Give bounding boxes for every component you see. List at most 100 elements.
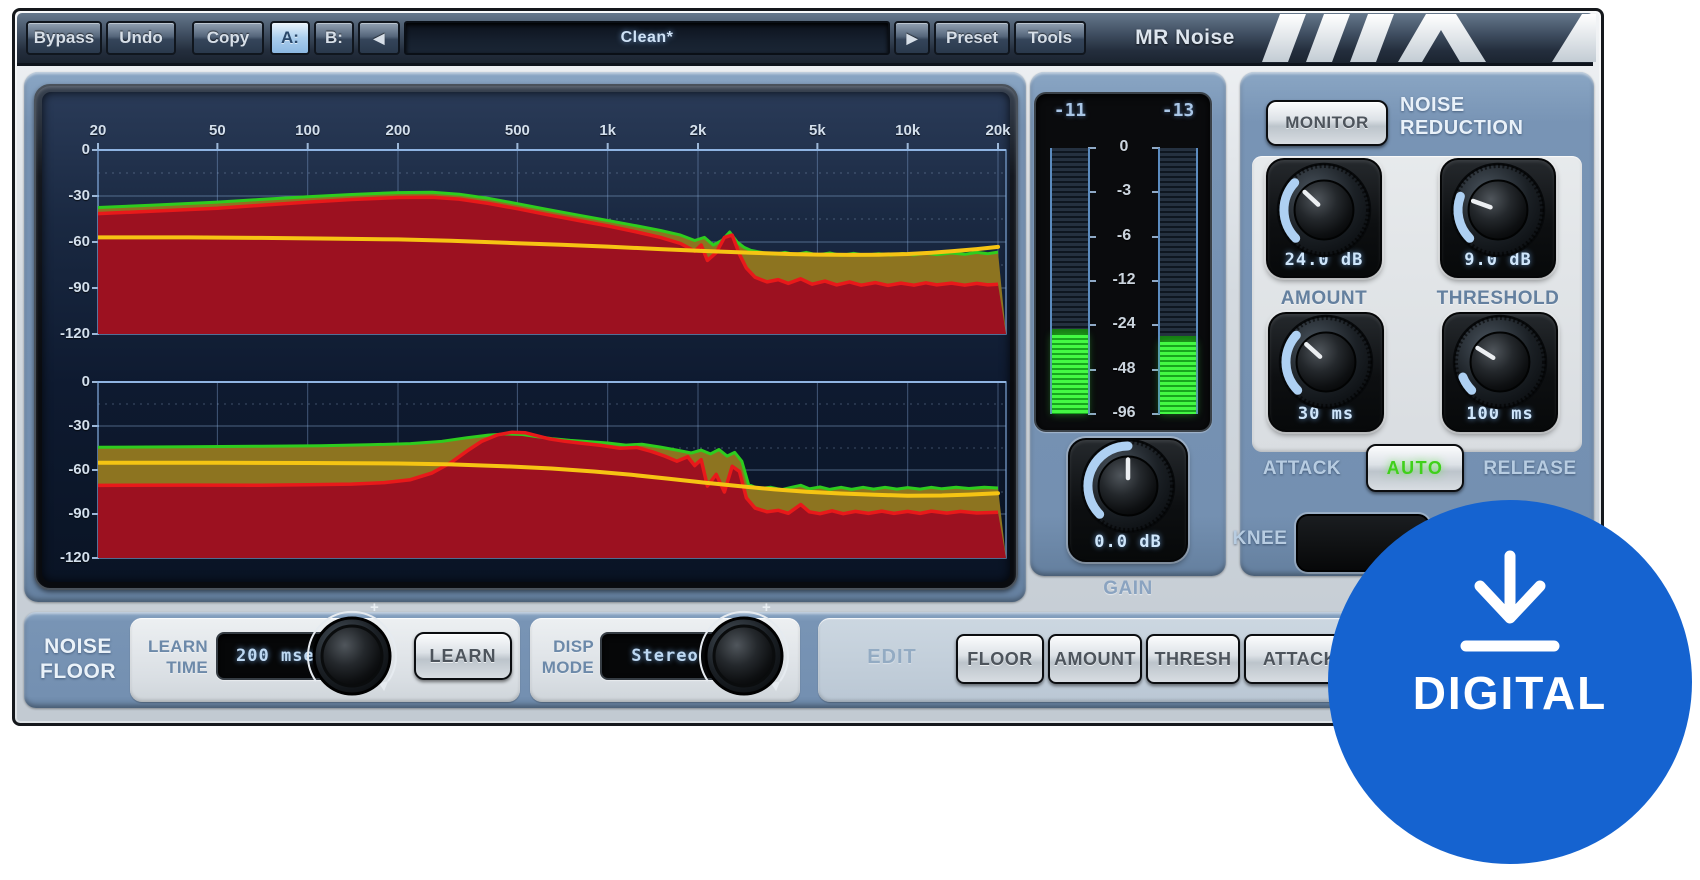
db-axis-label: 0: [81, 141, 90, 158]
freq-axis-label: 100: [295, 122, 321, 139]
edit-button-floor[interactable]: FLOOR: [956, 634, 1044, 684]
meter-bar-left: [1050, 148, 1090, 414]
db-axis-label: -90: [68, 505, 90, 522]
disp-mode-label-line1: DISP: [553, 637, 594, 656]
attack-label: ATTACK: [1262, 458, 1342, 479]
freq-axis-label: 200: [385, 122, 411, 139]
knee-label: KNEE: [1232, 528, 1288, 549]
undo-button[interactable]: Undo: [106, 21, 176, 55]
meter-scale-label: -12: [1112, 271, 1136, 288]
disp-mode-display: Stereo: [600, 632, 730, 680]
db-axis-label: -60: [68, 233, 90, 250]
release-label: RELEASE: [1483, 458, 1577, 479]
meter-scale-label: -48: [1112, 359, 1136, 377]
freq-axis-label: 20k: [985, 122, 1011, 139]
meter-scale-label: -6: [1116, 226, 1132, 244]
meter-peak-cap: [1052, 329, 1088, 336]
edit-button-thresh[interactable]: THRESH: [1146, 634, 1240, 684]
db-axis-label: 0: [81, 373, 90, 390]
noise-floor-label-line2: FLOOR: [40, 660, 116, 683]
next-preset-icon[interactable]: ▶: [894, 21, 930, 55]
learn-time-label-line2: TIME: [166, 658, 208, 677]
monitor-button[interactable]: MONITOR: [1266, 100, 1388, 146]
noise-reduction-title-line1: NOISE: [1400, 94, 1465, 116]
ab-a-button[interactable]: A:: [270, 21, 310, 55]
plugin-title: MR Noise: [1135, 26, 1235, 49]
spectrum-display: [42, 92, 1010, 582]
meter-right-peak-readout: -13: [1161, 100, 1195, 121]
prev-preset-icon[interactable]: ◀: [358, 21, 400, 55]
disp-mode-label-line2: MODE: [541, 658, 594, 677]
db-axis-label: -120: [59, 549, 90, 566]
db-axis-label: -30: [68, 187, 90, 204]
db-axis-label: -120: [59, 325, 90, 342]
meter-scale-label: -3: [1116, 182, 1132, 200]
learn-time-label: LEARN TIME: [134, 636, 208, 678]
meter-tick: [1152, 413, 1160, 415]
noise-reduction-title: NOISE REDUCTION: [1400, 94, 1590, 140]
copy-button[interactable]: Copy: [192, 21, 264, 55]
db-axis-label: -90: [68, 279, 90, 296]
meter-scale-label: 0: [1119, 138, 1129, 155]
meter-scale-label: -24: [1112, 315, 1136, 333]
amount-value: 24.0 dB: [1284, 250, 1364, 270]
db-axis-label: -60: [68, 461, 90, 478]
bypass-button[interactable]: Bypass: [26, 21, 102, 55]
meter-left-peak-readout: -11: [1053, 100, 1087, 121]
freq-axis-label: 10k: [895, 122, 921, 139]
meter-tick: [1088, 413, 1096, 415]
db-axis-label: -30: [68, 417, 90, 434]
meter-scale-label: -96: [1112, 404, 1136, 421]
digital-download-badge: DIGITAL: [1328, 500, 1692, 864]
edit-label: EDIT: [867, 646, 917, 668]
tools-menu-button[interactable]: Tools: [1014, 21, 1086, 55]
meter-tick: [1152, 147, 1160, 149]
meter-tick: [1088, 191, 1096, 194]
meter-tick: [1088, 147, 1096, 149]
learn-button[interactable]: LEARN: [414, 632, 512, 680]
gain-label: GAIN: [1103, 578, 1153, 599]
meter-lit: [1160, 342, 1196, 414]
meter-tick: [1152, 191, 1160, 194]
badge-label: DIGITAL: [1412, 667, 1608, 719]
noise-reduction-title-line2: REDUCTION: [1400, 117, 1524, 139]
meter-tick: [1088, 235, 1096, 238]
download-arrow-icon: [1460, 550, 1560, 652]
edit-button-amount[interactable]: AMOUNT: [1048, 634, 1142, 684]
noise-floor-label: NOISE FLOOR: [26, 634, 130, 684]
freq-axis-label: 5k: [809, 122, 826, 139]
meter-tick: [1152, 324, 1160, 327]
disp-mode-label: DISP MODE: [536, 636, 594, 678]
preset-name-field[interactable]: Clean*: [404, 21, 890, 55]
wave-arts-logo-icon: [1262, 14, 1596, 62]
gain-value: 0.0 dB: [1094, 532, 1162, 552]
noise-floor-label-line1: NOISE: [44, 635, 112, 658]
release-value: 100 ms: [1466, 404, 1534, 424]
meter-unlit: [1052, 148, 1088, 330]
meter-peak-cap: [1160, 336, 1196, 343]
meter-tick: [1152, 280, 1160, 282]
meter-tick: [1088, 368, 1096, 371]
threshold-label: THRESHOLD: [1436, 288, 1560, 309]
attack-value: 30 ms: [1297, 404, 1355, 424]
meter-bar-right: [1158, 148, 1198, 414]
learn-time-display: 200 msec: [216, 632, 346, 680]
meter-lit: [1052, 335, 1088, 414]
meter-tick: [1088, 280, 1096, 282]
meter-tick: [1152, 368, 1160, 371]
ab-b-button[interactable]: B:: [314, 21, 354, 55]
freq-axis-label: 2k: [689, 122, 707, 139]
freq-axis-label: 50: [209, 122, 226, 139]
meter-tick: [1088, 324, 1096, 327]
freq-axis-label: 500: [504, 122, 530, 139]
freq-axis-label: 20: [89, 122, 107, 139]
preset-menu-button[interactable]: Preset: [934, 21, 1010, 55]
threshold-value: 9.0 dB: [1464, 250, 1532, 270]
meter-tick: [1152, 235, 1160, 238]
freq-axis-label: 1k: [599, 122, 617, 139]
meter-unlit: [1160, 148, 1196, 337]
amount-label: AMOUNT: [1280, 288, 1368, 309]
learn-time-label-line1: LEARN: [147, 637, 208, 656]
auto-button[interactable]: AUTO: [1366, 444, 1464, 492]
